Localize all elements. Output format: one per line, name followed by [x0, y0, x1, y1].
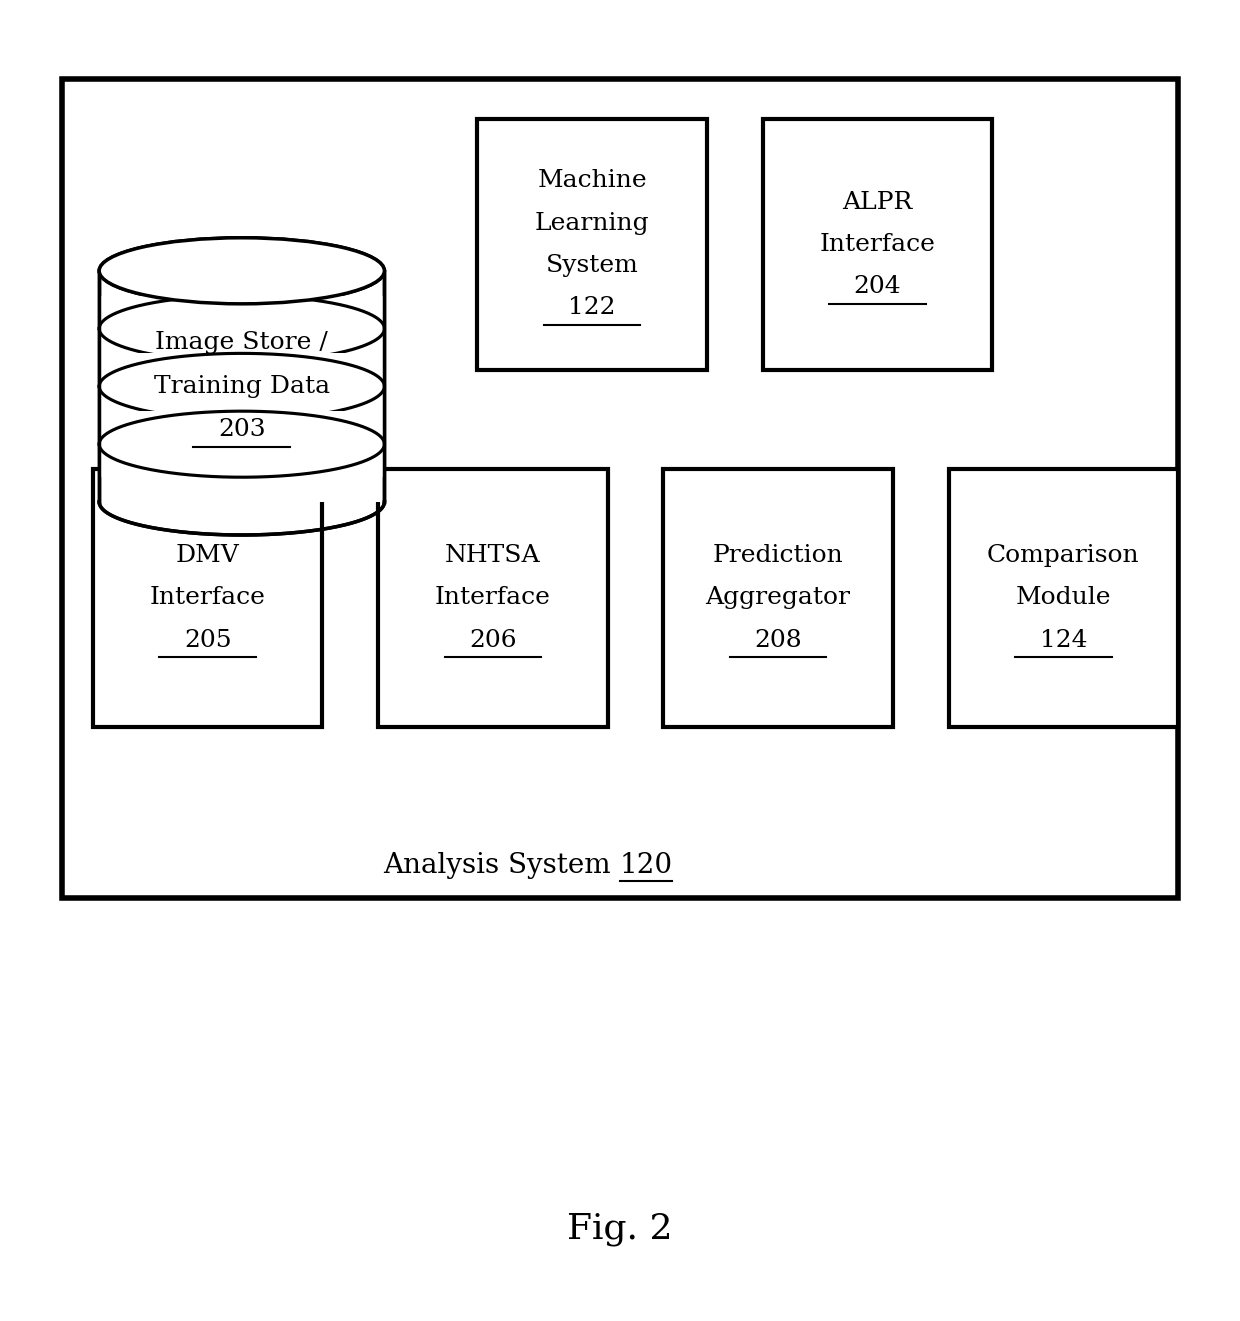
FancyBboxPatch shape	[663, 469, 893, 727]
Text: Interface: Interface	[435, 587, 551, 609]
FancyBboxPatch shape	[949, 469, 1178, 727]
FancyBboxPatch shape	[763, 119, 992, 370]
Bar	[99, 353, 384, 420]
FancyBboxPatch shape	[477, 119, 707, 370]
Text: Fig. 2: Fig. 2	[567, 1211, 673, 1246]
Text: Module: Module	[1016, 587, 1111, 609]
Text: 208: 208	[754, 629, 802, 651]
Text: Machine: Machine	[537, 169, 647, 193]
Text: Learning: Learning	[534, 211, 650, 235]
Text: 120: 120	[620, 852, 673, 878]
Text: Training Data: Training Data	[154, 375, 330, 398]
FancyBboxPatch shape	[62, 79, 1178, 898]
Bar	[99, 271, 384, 502]
FancyBboxPatch shape	[378, 469, 608, 727]
Text: System: System	[546, 254, 639, 277]
Text: Analysis System: Analysis System	[383, 852, 620, 878]
Bar	[99, 296, 384, 362]
Text: 124: 124	[1039, 629, 1087, 651]
Text: 204: 204	[853, 275, 901, 299]
Ellipse shape	[99, 238, 384, 304]
Text: 205: 205	[184, 629, 232, 651]
Text: 206: 206	[469, 629, 517, 651]
Text: NHTSA: NHTSA	[445, 544, 541, 567]
Text: Image Store /: Image Store /	[155, 332, 329, 354]
Text: Comparison: Comparison	[987, 544, 1140, 567]
Text: Aggregator: Aggregator	[706, 587, 851, 609]
Text: DMV: DMV	[176, 544, 239, 567]
FancyBboxPatch shape	[93, 469, 322, 727]
Text: 203: 203	[218, 419, 265, 441]
Ellipse shape	[99, 238, 384, 304]
Text: Interface: Interface	[820, 232, 935, 256]
Text: ALPR: ALPR	[842, 190, 913, 214]
Bar	[99, 411, 384, 477]
Text: Interface: Interface	[150, 587, 265, 609]
Text: 122: 122	[568, 296, 616, 320]
Text: Prediction: Prediction	[713, 544, 843, 567]
